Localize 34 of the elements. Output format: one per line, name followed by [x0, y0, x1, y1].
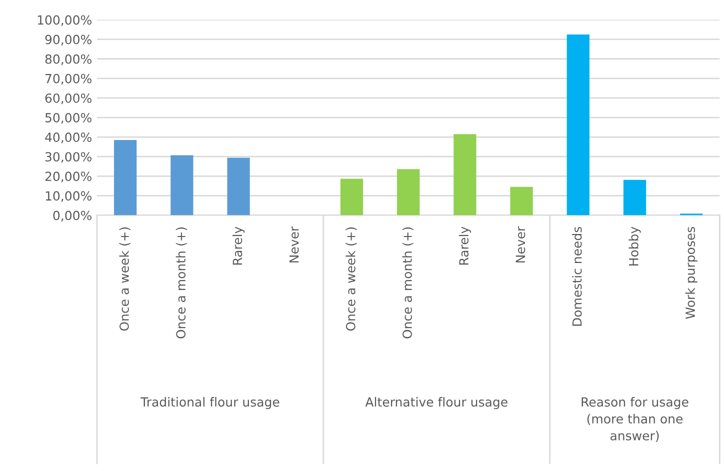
- y-tick-label: 80,00%: [45, 54, 92, 66]
- bar: [340, 178, 364, 216]
- y-tick-label: 50,00%: [45, 112, 92, 124]
- y-tick-label: 30,00%: [45, 152, 92, 163]
- x-tick-label: Work purposes: [685, 226, 698, 319]
- text: Reason for usage (more than one answer): [582, 397, 688, 442]
- x-tick-label: Once a month (+): [176, 227, 188, 338]
- y-tick-label: 70,00%: [46, 74, 92, 85]
- text: Alternative flour usage: [365, 397, 508, 410]
- x-tick-label: Once a month (+): [402, 227, 414, 338]
- y-tick-label: 0,00%: [53, 210, 92, 222]
- x-tick-label: Never: [289, 226, 299, 262]
- bar: [454, 134, 476, 216]
- y-tick-label: 10,00%: [46, 191, 92, 202]
- y-tick-label: 40,00%: [45, 132, 92, 144]
- x-tick-label: Once a week (+): [119, 227, 130, 331]
- x-tick-label: Rarely: [232, 226, 245, 265]
- bar: [114, 140, 137, 216]
- x-tick-label: Rarely: [458, 226, 471, 265]
- bar: [510, 186, 533, 216]
- y-tick-label: 20,00%: [45, 172, 92, 182]
- x-tick-label: Once a week (+): [346, 227, 357, 331]
- y-tick-label: 60,00%: [45, 93, 92, 104]
- bar: [397, 169, 420, 216]
- x-tick-label: Domestic needs: [572, 226, 582, 326]
- y-tick-label: 100,00%: [38, 15, 92, 26]
- y-tick-label: 90,00%: [45, 34, 92, 46]
- bar: [170, 155, 194, 216]
- bar: [566, 34, 590, 216]
- bar: [227, 158, 250, 216]
- x-tick-label: Hobby: [628, 226, 641, 266]
- text: Traditional flour usage: [140, 397, 280, 410]
- bar: [623, 180, 646, 216]
- x-tick-label: Never: [516, 226, 526, 262]
